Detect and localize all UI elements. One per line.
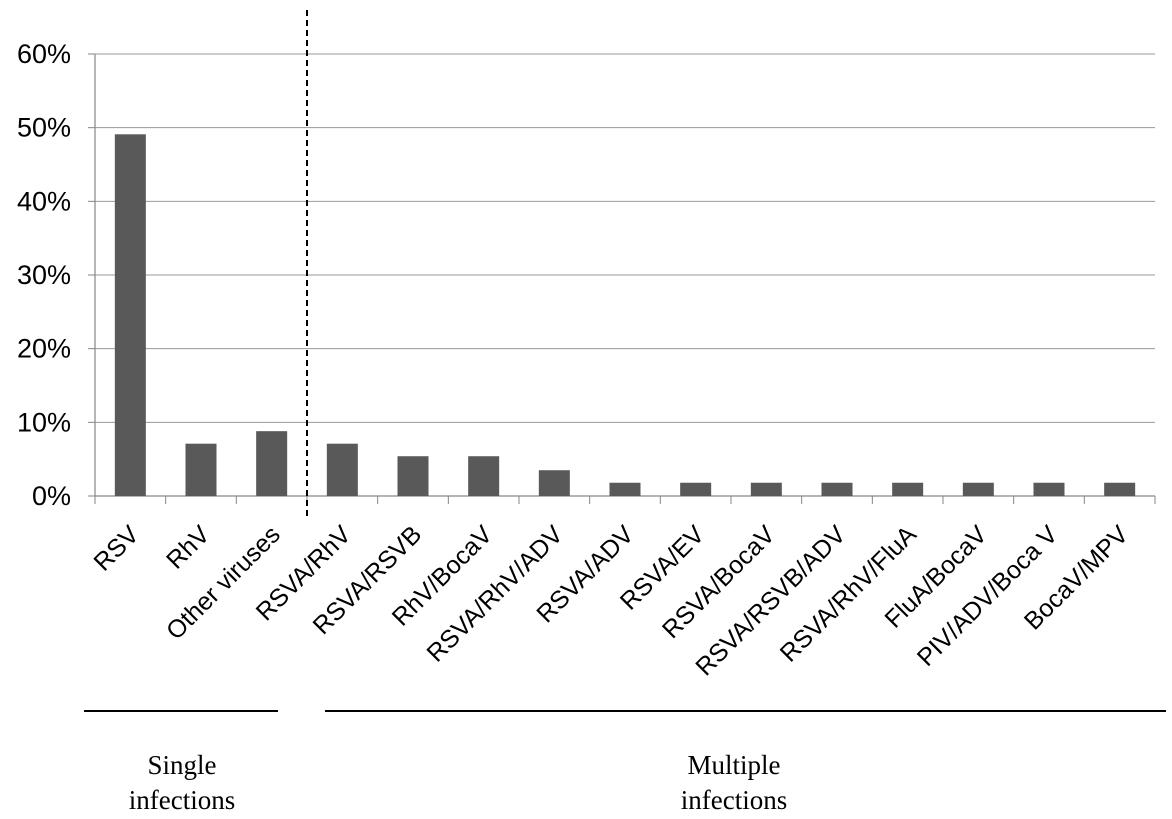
y-tick-label: 0% <box>32 481 71 511</box>
y-tick-label: 40% <box>17 186 71 216</box>
bar-11 <box>821 482 853 496</box>
axes <box>88 10 1156 520</box>
group-label: Single <box>147 750 216 780</box>
bar-10 <box>750 482 782 496</box>
bar-15 <box>1104 482 1136 496</box>
bar-13 <box>962 482 994 496</box>
bars <box>114 134 1136 496</box>
y-tick-label: 20% <box>17 334 71 364</box>
group-label: Multiple <box>688 750 781 780</box>
x-tick-label: RhV <box>161 520 215 574</box>
y-tick-label: 30% <box>17 260 71 290</box>
bar-7 <box>538 470 570 496</box>
y-tick-label: 50% <box>17 113 71 143</box>
y-tick-label: 10% <box>17 407 71 437</box>
group-label: infections <box>129 785 235 815</box>
bar-8 <box>609 482 641 496</box>
gridlines <box>95 53 1155 423</box>
group-label: infections <box>681 785 787 815</box>
bar-9 <box>680 482 712 496</box>
bar-1 <box>114 134 146 496</box>
bar-6 <box>468 456 500 496</box>
bar-3 <box>256 431 288 496</box>
group-annotations: Single infections Multiple infections <box>84 710 1166 815</box>
y-tick-label: 60% <box>17 39 71 69</box>
bar-14 <box>1033 482 1065 496</box>
bar-2 <box>185 443 217 496</box>
bar-5 <box>397 456 429 496</box>
x-tick-label: RSV <box>88 520 144 576</box>
bar-12 <box>892 482 924 496</box>
bar-4 <box>326 443 358 496</box>
